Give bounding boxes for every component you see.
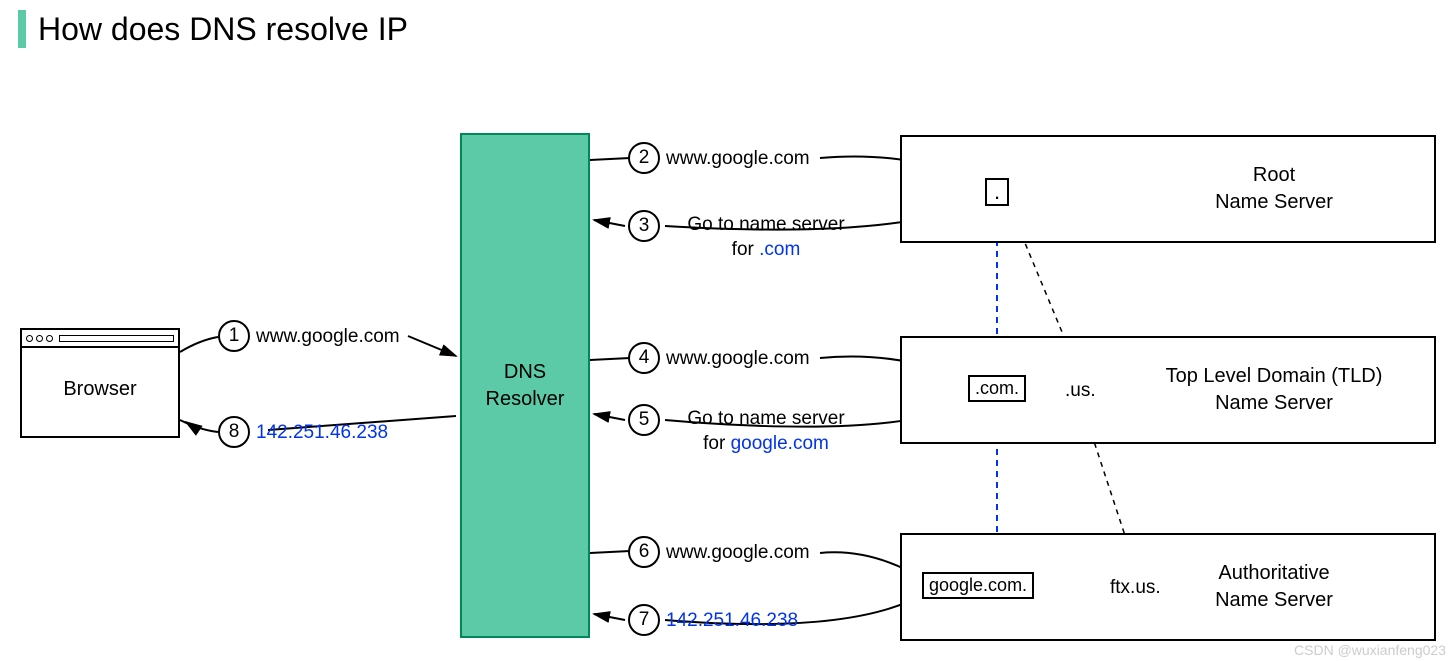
- browser-window-controls: [26, 335, 53, 342]
- auth-ftx-label: ftx.us.: [1110, 576, 1161, 601]
- step-1-label: www.google.com: [256, 325, 400, 350]
- browser-box: Browser: [20, 328, 180, 438]
- tld-us-label: .us.: [1065, 379, 1096, 404]
- dns-resolver-box: DNSResolver: [460, 133, 590, 638]
- step-3-circle: 3: [628, 210, 660, 242]
- step-8-circle: 8: [218, 416, 250, 448]
- step-2-label: www.google.com: [666, 147, 810, 172]
- step-1-circle: 1: [218, 320, 250, 352]
- step-7-circle: 7: [628, 604, 660, 636]
- tld-com-tag: .com.: [968, 375, 1026, 402]
- step-7-label: 142.251.46.238: [666, 609, 798, 634]
- tld-server-label: Top Level Domain (TLD)Name Server: [1114, 363, 1434, 417]
- browser-label: Browser: [63, 378, 136, 401]
- step-4-circle: 4: [628, 342, 660, 374]
- root-server-label: RootName Server: [1114, 162, 1434, 216]
- browser-chrome: [22, 330, 178, 348]
- title-accent: [18, 10, 26, 48]
- step-6-circle: 6: [628, 536, 660, 568]
- step-2-circle: 2: [628, 142, 660, 174]
- page-title-bar: How does DNS resolve IP: [18, 10, 408, 48]
- step-5-label: Go to name server for google.com: [666, 407, 866, 456]
- auth-server-label: AuthoritativeName Server: [1114, 560, 1434, 614]
- root-dot-tag: .: [985, 178, 1009, 206]
- step-4-label: www.google.com: [666, 347, 810, 372]
- watermark: CSDN @wuxianfeng023: [1294, 642, 1446, 658]
- step-3-label: Go to name server for .com: [666, 213, 866, 262]
- step-6-label: www.google.com: [666, 541, 810, 566]
- browser-url-bar: [59, 335, 174, 342]
- resolver-label: DNSResolver: [486, 359, 565, 413]
- step-8-label: 142.251.46.238: [256, 421, 388, 446]
- root-name-server-box: RootName Server: [900, 135, 1436, 243]
- step-5-circle: 5: [628, 404, 660, 436]
- page-title: How does DNS resolve IP: [38, 11, 408, 48]
- auth-google-tag: google.com.: [922, 572, 1034, 599]
